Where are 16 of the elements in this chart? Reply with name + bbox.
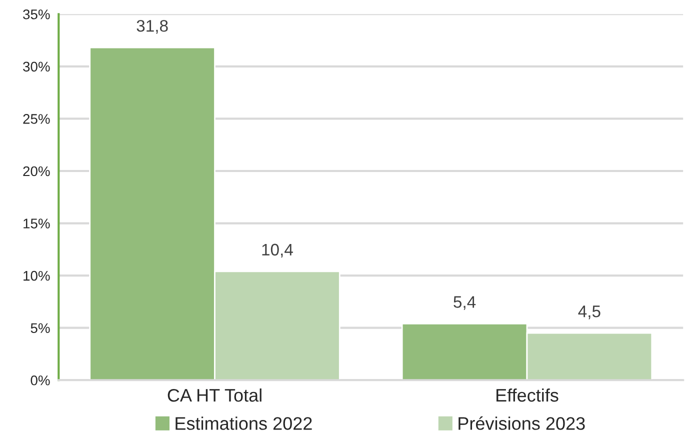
y-tick-label: 35% (23, 9, 50, 20)
y-tick-label: 25% (23, 114, 50, 124)
y-tick-label: 30% (23, 62, 50, 72)
data-label: 31,8 (136, 20, 168, 34)
y-tick-label: 5% (30, 323, 50, 334)
legend-label: Estimations 2022 (176, 416, 312, 430)
x-tick-label: Effectifs (496, 388, 558, 402)
y-tick-label: 10% (24, 270, 50, 281)
y-tick-label: 15% (24, 218, 50, 228)
data-label: 5,4 (454, 296, 476, 310)
y-tick-label: 20% (23, 166, 50, 176)
data-label: 4,5 (578, 306, 600, 320)
x-tick-label: CA HT Total (168, 388, 262, 402)
y-tick-label: 0% (30, 375, 50, 386)
data-label: 10,4 (262, 244, 293, 258)
legend-label: Prévisions 2023 (458, 416, 585, 430)
